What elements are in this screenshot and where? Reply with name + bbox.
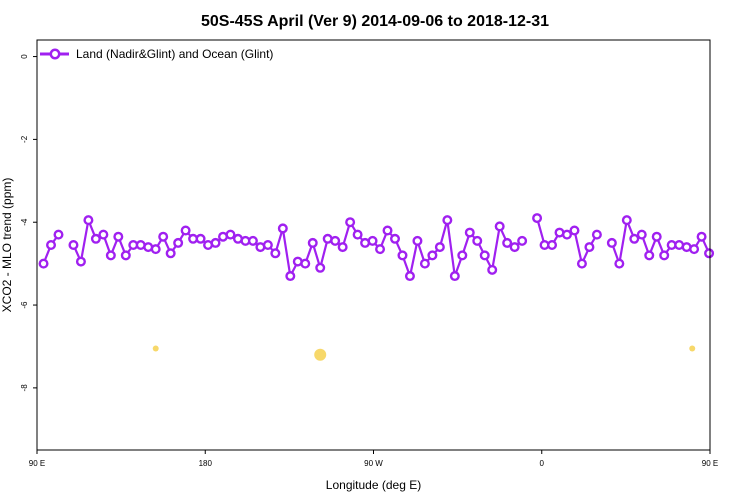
data-point: [262, 239, 273, 250]
data-point: [397, 250, 408, 261]
data-point: [696, 231, 707, 242]
data-point: [629, 233, 640, 244]
data-point: [277, 223, 288, 234]
data-point: [158, 231, 169, 242]
x-tick-label: 180: [199, 459, 213, 468]
data-point: [165, 248, 176, 259]
data-point: [367, 235, 378, 246]
data-point: [584, 242, 595, 253]
data-point: [449, 271, 460, 282]
data-point: [704, 248, 715, 259]
data-point: [561, 229, 572, 240]
data-point: [404, 271, 415, 282]
legend-marker-swatch: [49, 48, 61, 60]
data-point: [389, 233, 400, 244]
data-point: [68, 239, 79, 250]
surface-marker: [314, 348, 327, 361]
y-tick-label: 0: [20, 54, 29, 59]
data-point: [547, 239, 558, 250]
data-point: [479, 250, 490, 261]
data-point: [90, 233, 101, 244]
data-point: [419, 258, 430, 269]
y-axis: 0 -2 -4 -6 -8: [20, 54, 37, 392]
y-tick-label: -4: [20, 218, 29, 226]
data-point: [606, 237, 617, 248]
data-point: [330, 235, 341, 246]
data-point: [651, 231, 662, 242]
data-point: [591, 229, 602, 240]
data-point: [315, 262, 326, 273]
data-point: [464, 227, 475, 238]
data-point: [150, 244, 161, 255]
data-point: [270, 248, 281, 259]
data-point: [105, 250, 116, 261]
surface-marker: [152, 345, 159, 352]
data-point: [285, 271, 296, 282]
x-tick-label: 90 E: [702, 459, 718, 468]
surface-marker-layer: [152, 345, 696, 361]
legend: Land (Nadir&Glint) and Ocean (Glint): [40, 47, 273, 61]
data-point: [345, 217, 356, 228]
legend-label: Land (Nadir&Glint) and Ocean (Glint): [76, 47, 273, 61]
data-point: [120, 250, 131, 261]
y-tick-label: -6: [20, 301, 29, 309]
data-point: [659, 250, 670, 261]
data-point: [382, 225, 393, 236]
data-point: [300, 258, 311, 269]
x-tick-label: 0: [540, 459, 545, 468]
x-tick-label: 90 W: [364, 459, 383, 468]
data-point: [442, 215, 453, 226]
data-point: [434, 242, 445, 253]
y-tick-label: -8: [20, 384, 29, 392]
data-point: [173, 237, 184, 248]
data-point: [487, 264, 498, 275]
data-point: [427, 250, 438, 261]
data-point: [621, 215, 632, 226]
data-point: [636, 229, 647, 240]
data-point: [502, 237, 513, 248]
chart-title: 50S-45S April (Ver 9) 2014-09-06 to 2018…: [201, 13, 549, 30]
data-point: [337, 242, 348, 253]
data-point: [195, 233, 206, 244]
data-point: [83, 215, 94, 226]
data-point: [210, 237, 221, 248]
surface-marker: [689, 345, 696, 352]
data-point: [509, 242, 520, 253]
y-axis-label: XCO2 - MLO trend (ppm): [0, 178, 14, 313]
data-point: [614, 258, 625, 269]
data-point: [412, 235, 423, 246]
x-tick-label: 90 E: [29, 459, 45, 468]
data-point: [532, 213, 543, 224]
data-point: [517, 235, 528, 246]
data-point: [352, 229, 363, 240]
x-axis: 90 E 180 90 W 0 90 E: [29, 450, 718, 468]
data-point: [247, 235, 258, 246]
data-point: [494, 221, 505, 232]
data-point: [75, 256, 86, 267]
data-point: [98, 229, 109, 240]
series-layer: [38, 213, 715, 282]
data-point: [53, 229, 64, 240]
data-point: [457, 250, 468, 261]
data-point: [38, 258, 49, 269]
data-point: [644, 250, 655, 261]
data-point: [225, 229, 236, 240]
data-point: [180, 225, 191, 236]
data-point: [689, 244, 700, 255]
data-point: [46, 239, 57, 250]
data-point: [307, 237, 318, 248]
data-point: [472, 235, 483, 246]
x-axis-label: Longitude (deg E): [326, 478, 421, 492]
y-tick-label: -2: [20, 135, 29, 143]
data-point: [576, 258, 587, 269]
data-point: [113, 231, 124, 242]
data-point: [569, 225, 580, 236]
data-point: [375, 244, 386, 255]
